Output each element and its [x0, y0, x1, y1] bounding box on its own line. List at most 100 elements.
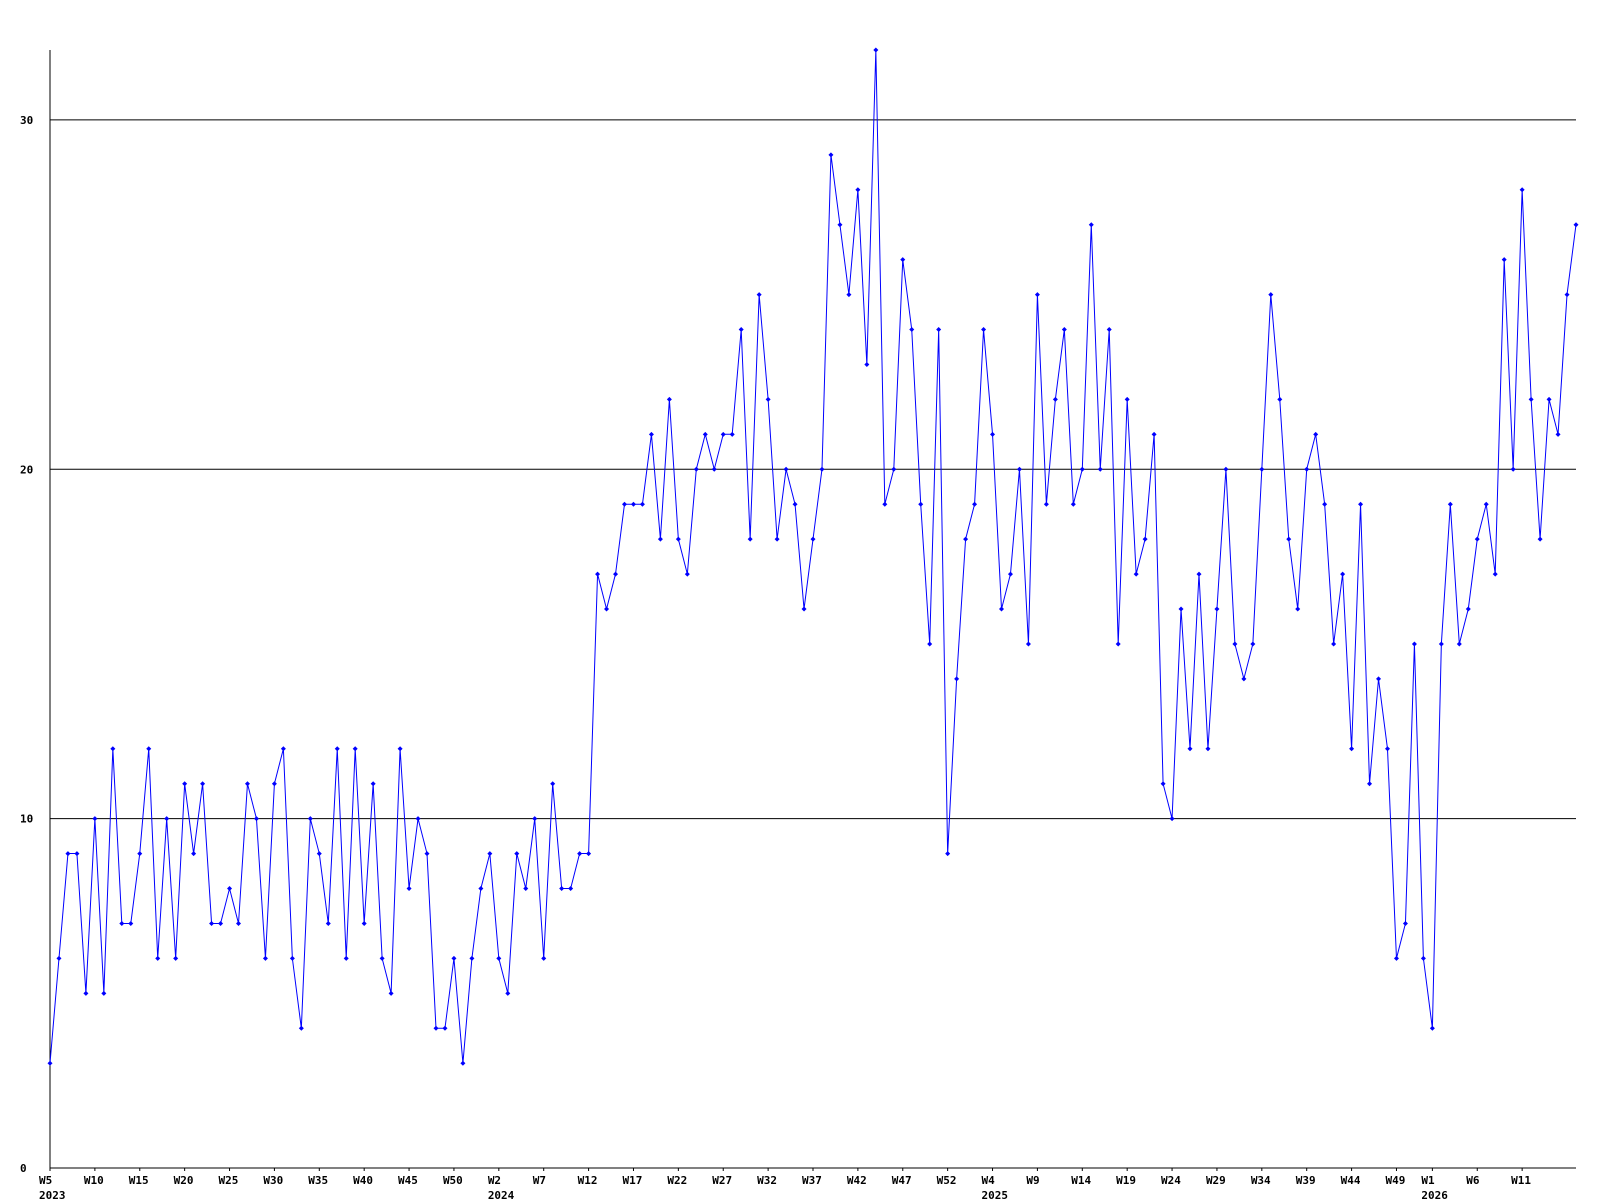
data-point — [1016, 466, 1022, 472]
series-weekly-values — [47, 47, 1579, 1066]
data-point — [1331, 641, 1337, 647]
x-tick-label: W27 — [712, 1174, 732, 1187]
data-point — [801, 606, 807, 612]
data-point — [783, 466, 789, 472]
data-point — [972, 501, 978, 507]
x-tick-label: W40 — [353, 1174, 373, 1187]
data-point — [747, 536, 753, 542]
data-point — [613, 571, 619, 577]
x-tick-label: W49 — [1385, 1174, 1405, 1187]
data-point — [936, 327, 942, 332]
data-point — [236, 920, 242, 926]
data-point — [621, 501, 627, 507]
data-point — [630, 501, 636, 507]
data-point — [191, 851, 197, 857]
data-point — [218, 920, 224, 926]
data-point — [1088, 222, 1094, 228]
data-point — [361, 920, 367, 926]
data-point — [819, 466, 825, 472]
data-point — [1438, 641, 1444, 647]
data-point — [1367, 781, 1373, 787]
data-point — [1564, 292, 1570, 298]
y-tick-labels: 0 10 20 30 — [20, 114, 33, 1175]
data-point — [65, 851, 71, 857]
x-tick-label: W32 — [757, 1174, 777, 1187]
data-point — [343, 955, 349, 961]
x-tick-label: W39 — [1296, 1174, 1316, 1187]
data-point — [541, 955, 547, 961]
x-tick-label: W50 — [443, 1174, 463, 1187]
data-point — [1501, 257, 1507, 263]
data-point — [1376, 676, 1382, 682]
x-tick-label: W11 — [1511, 1174, 1531, 1187]
data-point — [424, 851, 430, 857]
x-tick-label: W19 — [1116, 1174, 1136, 1187]
data-point — [1196, 571, 1202, 577]
data-point — [1250, 641, 1256, 647]
data-point — [1106, 327, 1112, 332]
data-point — [693, 466, 699, 472]
data-point — [1052, 396, 1058, 402]
data-point — [765, 396, 771, 402]
data-point — [200, 781, 206, 787]
x-tick-labels: W5 2023 W10 W15 W20 W25 W30 W35 W40 W45 W50 W2 2024 W… — [39, 1174, 1531, 1200]
data-point — [1384, 746, 1390, 752]
x-tick-label: W1 — [1421, 1174, 1435, 1187]
x-tick-label: W47 — [892, 1174, 912, 1187]
data-point — [110, 746, 116, 752]
data-point — [155, 955, 161, 961]
data-point — [1402, 920, 1408, 926]
data-point — [352, 746, 358, 752]
axes — [49, 50, 1576, 1171]
data-point — [559, 886, 565, 891]
data-point — [74, 851, 80, 857]
data-point — [1169, 816, 1175, 822]
x-tick-label: W34 — [1251, 1174, 1271, 1187]
x-tick-label: W7 — [533, 1174, 546, 1187]
data-point — [307, 816, 313, 822]
data-point — [1151, 431, 1157, 437]
data-point — [209, 920, 215, 926]
data-point — [702, 431, 708, 437]
data-point — [1025, 641, 1031, 647]
data-point — [1142, 536, 1148, 542]
data-point — [792, 501, 798, 507]
data-point — [909, 327, 915, 332]
x-tick-label: W10 — [84, 1174, 104, 1187]
data-point — [316, 851, 322, 857]
data-point — [119, 920, 125, 926]
data-point — [846, 292, 852, 298]
data-point — [666, 396, 672, 402]
data-point — [1393, 955, 1399, 961]
data-point — [469, 955, 475, 961]
data-point — [918, 501, 924, 507]
data-point — [406, 886, 412, 891]
data-point — [711, 466, 717, 472]
data-point — [720, 431, 726, 437]
data-point — [1465, 606, 1471, 612]
data-point — [388, 990, 394, 996]
data-point — [837, 222, 843, 228]
x-tick-label: W52 — [937, 1174, 957, 1187]
data-point — [1178, 606, 1184, 612]
x-tick-label: W37 — [802, 1174, 822, 1187]
x-tick-year-label: 2026 — [1421, 1189, 1448, 1200]
x-tick-label: W45 — [398, 1174, 418, 1187]
x-tick-year-label: 2023 — [39, 1189, 66, 1200]
data-point — [774, 536, 780, 542]
data-point — [1295, 606, 1301, 612]
data-point — [523, 886, 529, 891]
y-tick-label: 30 — [20, 114, 33, 127]
data-point — [487, 851, 493, 857]
series-line — [49, 49, 1577, 1064]
x-tick-label: W5 — [39, 1174, 52, 1187]
data-point — [1124, 396, 1130, 402]
data-point — [1358, 501, 1364, 507]
data-point — [1043, 501, 1049, 507]
data-point — [1007, 571, 1013, 577]
data-point — [1115, 641, 1121, 647]
data-point — [1411, 641, 1417, 647]
data-point — [1492, 571, 1498, 577]
x-tick-label: W17 — [622, 1174, 642, 1187]
